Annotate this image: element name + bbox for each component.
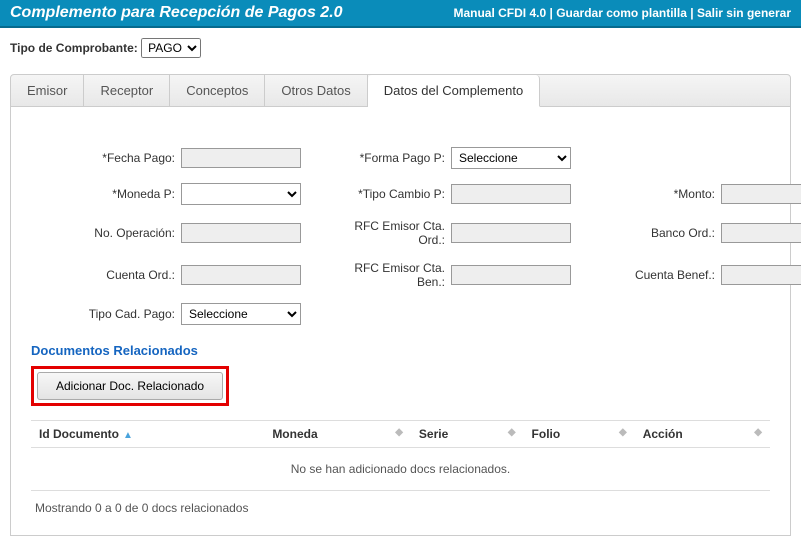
complemento-panel: *Fecha Pago: *Forma Pago P: Seleccione *…: [10, 107, 791, 536]
docs-empty-msg: No se han adicionado docs relacionados.: [31, 448, 770, 491]
header-links: Manual CFDI 4.0 | Guardar como plantilla…: [453, 6, 791, 20]
banco-ord-label: Banco Ord.:: [611, 226, 721, 240]
form-grid: *Fecha Pago: *Forma Pago P: Seleccione *…: [61, 147, 770, 325]
link-save-template[interactable]: Guardar como plantilla: [556, 6, 687, 20]
comprobante-row: Tipo de Comprobante: PAGO: [0, 28, 801, 64]
monto-input[interactable]: [721, 184, 801, 204]
link-exit[interactable]: Salir sin generar: [697, 6, 791, 20]
moneda-p-select[interactable]: [181, 183, 301, 205]
moneda-p-label: *Moneda P:: [61, 187, 181, 201]
cuenta-benef-input[interactable]: [721, 265, 801, 285]
rfc-emisor-ben-label: RFC Emisor Cta. Ben.:: [341, 261, 451, 289]
col-accion[interactable]: Acción◆: [635, 421, 770, 448]
add-doc-button[interactable]: Adicionar Doc. Relacionado: [37, 372, 223, 400]
tipo-cambio-label: *Tipo Cambio P:: [341, 187, 451, 201]
sort-icon: ◆: [619, 427, 627, 438]
add-doc-highlight: Adicionar Doc. Relacionado: [31, 366, 229, 406]
col-folio[interactable]: Folio◆: [524, 421, 635, 448]
fecha-pago-input[interactable]: [181, 148, 301, 168]
tab-datos-complemento[interactable]: Datos del Complemento: [368, 75, 540, 107]
col-id-documento[interactable]: Id Documento▲: [31, 421, 264, 448]
docs-table: Id Documento▲ Moneda◆ Serie◆ Folio◆ Acci…: [31, 420, 770, 491]
tipo-cambio-input[interactable]: [451, 184, 571, 204]
cuenta-benef-label: Cuenta Benef.:: [611, 268, 721, 282]
tab-otros-datos[interactable]: Otros Datos: [265, 75, 367, 106]
tipo-cad-select[interactable]: Seleccione: [181, 303, 301, 325]
col-serie[interactable]: Serie◆: [411, 421, 524, 448]
rfc-emisor-ord-input[interactable]: [451, 223, 571, 243]
monto-label: *Monto:: [611, 187, 721, 201]
col-moneda[interactable]: Moneda◆: [264, 421, 411, 448]
comprobante-label: Tipo de Comprobante:: [10, 41, 138, 55]
sort-icon: ◆: [508, 427, 516, 438]
docs-section-title: Documentos Relacionados: [31, 343, 770, 358]
cuenta-ord-input[interactable]: [181, 265, 301, 285]
tabs: Emisor Receptor Conceptos Otros Datos Da…: [10, 74, 791, 107]
cuenta-ord-label: Cuenta Ord.:: [61, 268, 181, 282]
app-title: Complemento para Recepción de Pagos 2.0: [10, 4, 343, 22]
link-manual[interactable]: Manual CFDI 4.0: [453, 6, 546, 20]
banco-ord-input[interactable]: [721, 223, 801, 243]
fecha-pago-label: *Fecha Pago:: [61, 151, 181, 165]
sort-asc-icon: ▲: [123, 430, 133, 441]
rfc-emisor-ben-input[interactable]: [451, 265, 571, 285]
tab-receptor[interactable]: Receptor: [84, 75, 170, 106]
comprobante-select[interactable]: PAGO: [141, 38, 201, 58]
tipo-cad-label: Tipo Cad. Pago:: [61, 307, 181, 321]
sort-icon: ◆: [395, 427, 403, 438]
sort-icon: ◆: [754, 427, 762, 438]
no-operacion-input[interactable]: [181, 223, 301, 243]
rfc-emisor-ord-label: RFC Emisor Cta. Ord.:: [341, 219, 451, 247]
forma-pago-select[interactable]: Seleccione: [451, 147, 571, 169]
no-operacion-label: No. Operación:: [61, 226, 181, 240]
tab-emisor[interactable]: Emisor: [11, 75, 84, 106]
tab-conceptos[interactable]: Conceptos: [170, 75, 265, 106]
forma-pago-label: *Forma Pago P:: [341, 151, 451, 165]
app-header: Complemento para Recepción de Pagos 2.0 …: [0, 0, 801, 28]
